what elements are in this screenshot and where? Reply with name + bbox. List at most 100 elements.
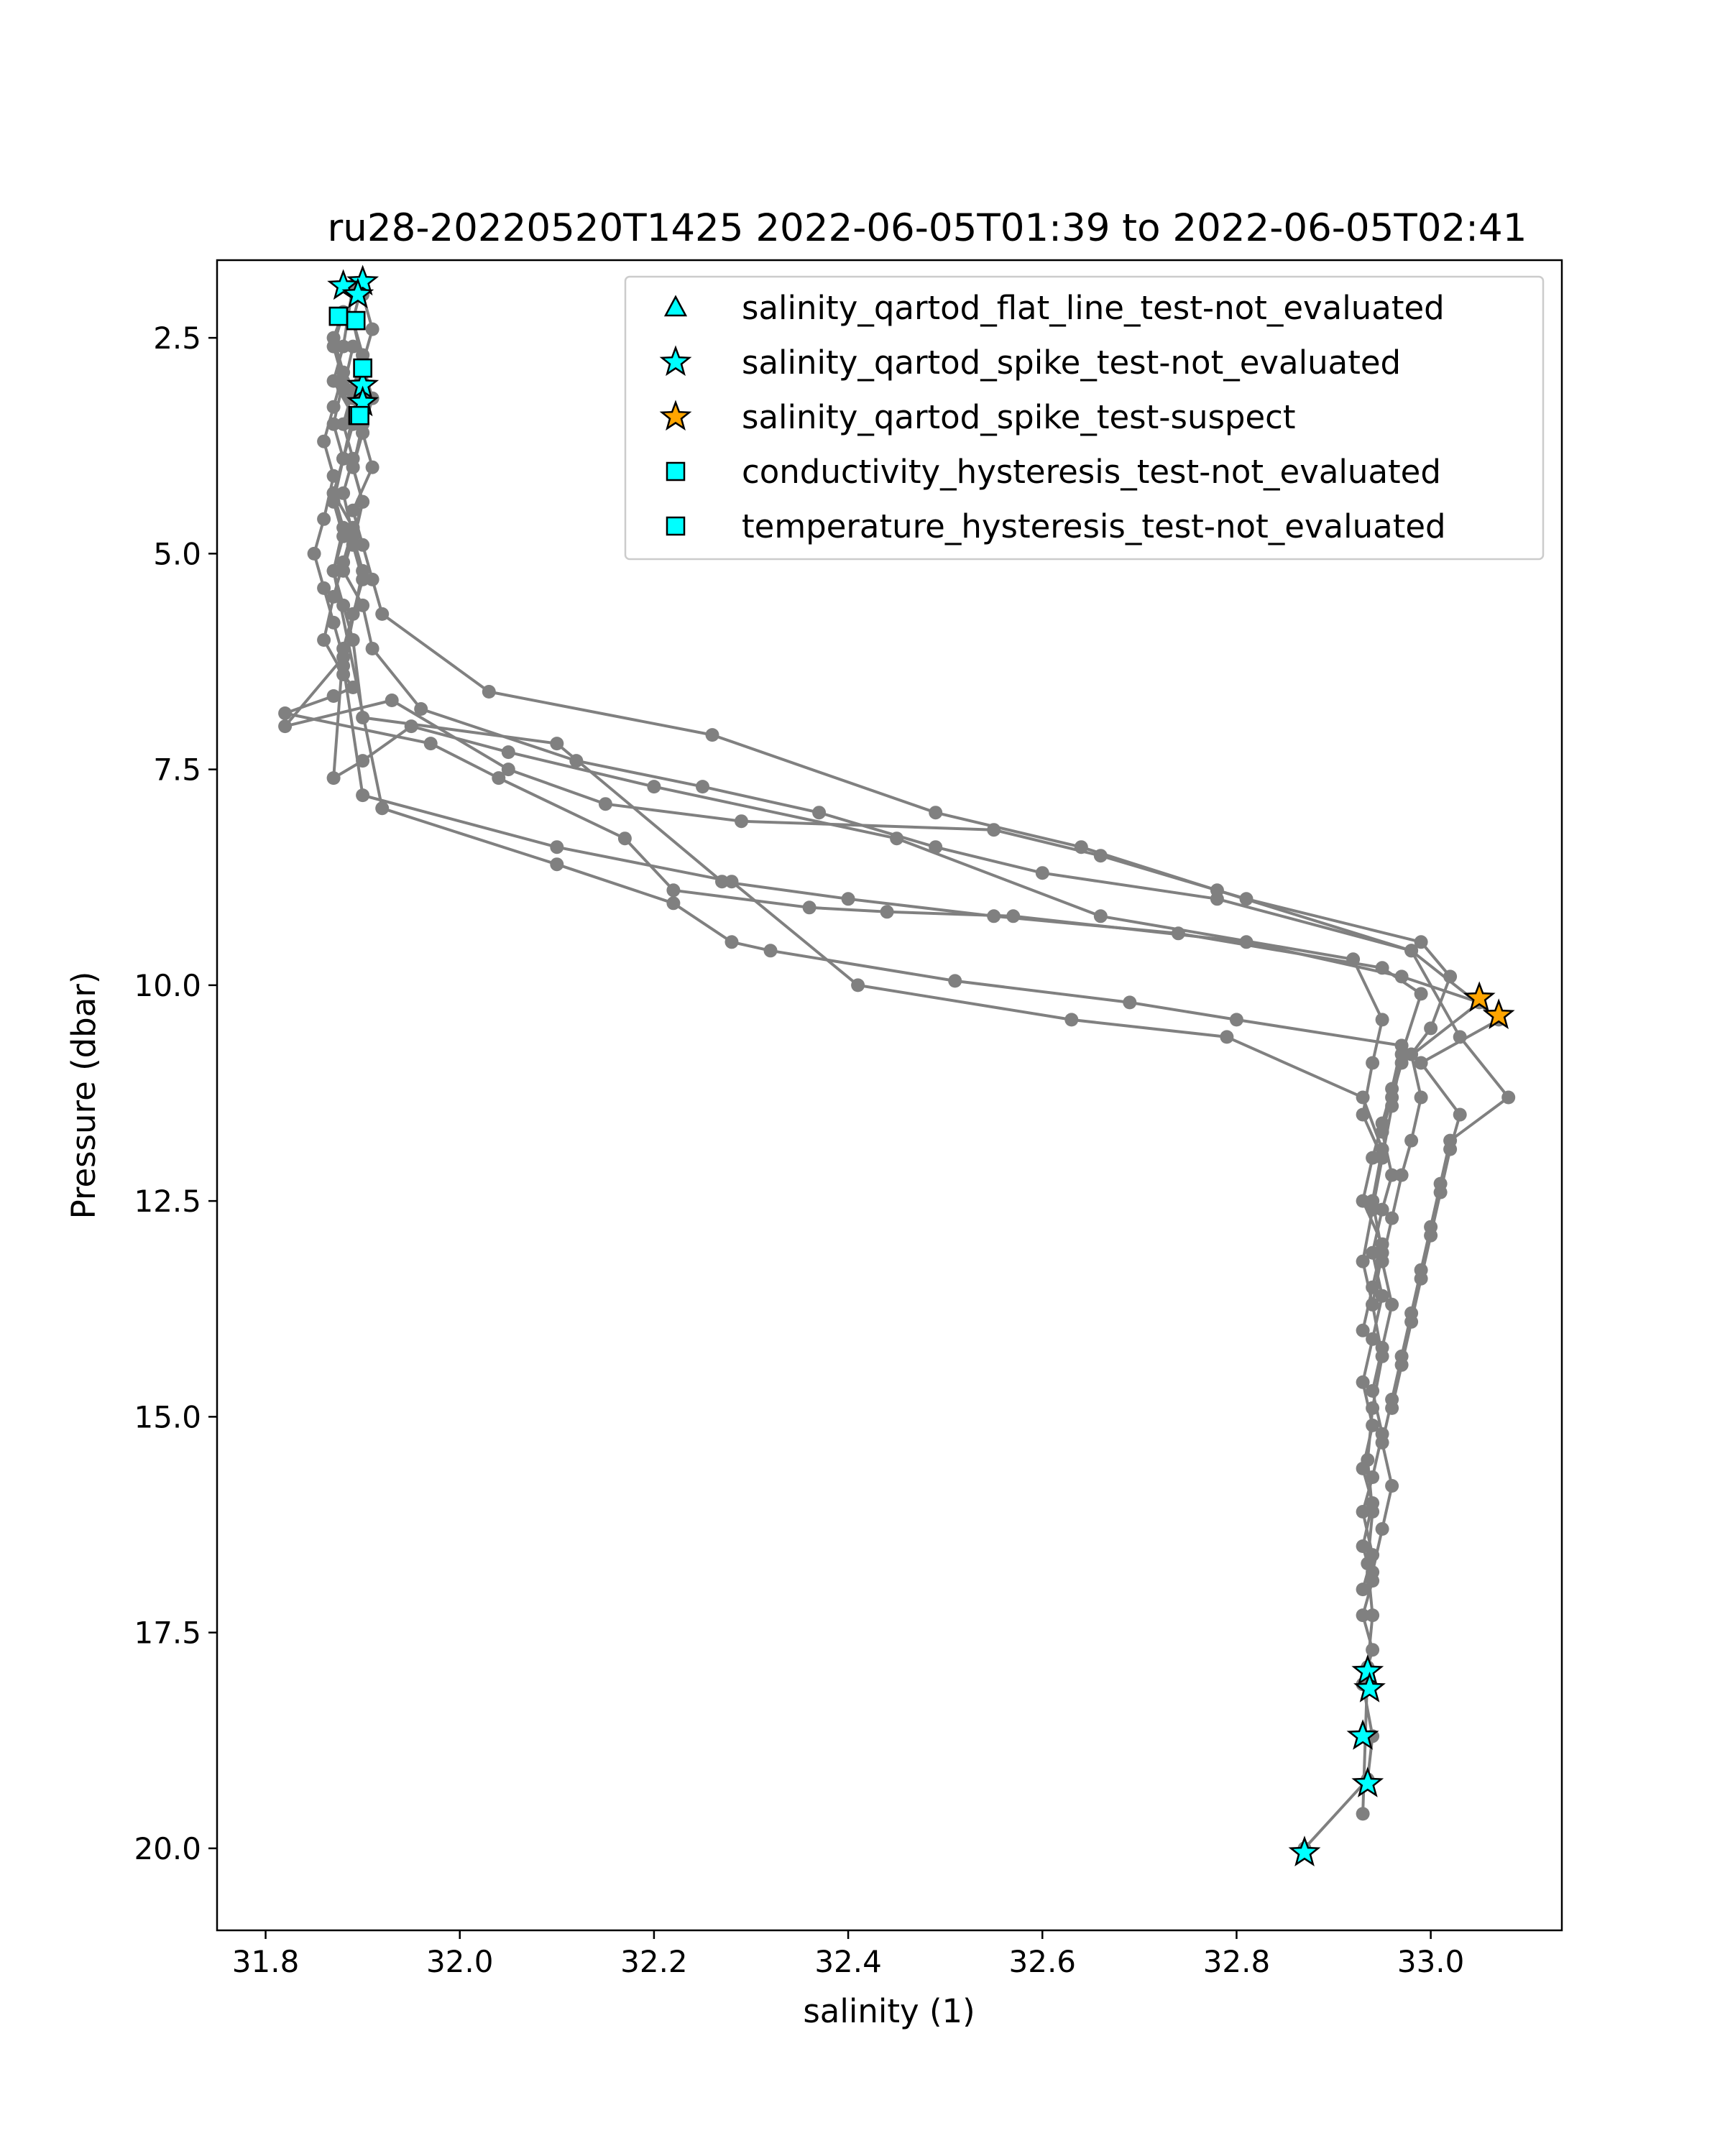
data-point — [666, 896, 681, 911]
data-point — [1414, 935, 1428, 949]
square-flag-marker — [350, 405, 369, 425]
data-point — [365, 642, 380, 655]
data-point — [1404, 1133, 1419, 1148]
data-point — [326, 494, 341, 509]
data-point — [724, 935, 739, 949]
data-point — [598, 797, 612, 811]
data-point — [307, 546, 321, 561]
profile-line — [341, 354, 1384, 1814]
data-point — [1433, 1185, 1448, 1199]
data-point — [1404, 944, 1419, 958]
data-point — [1074, 840, 1088, 854]
data-point — [1366, 1505, 1380, 1519]
data-point — [1375, 1349, 1389, 1363]
data-point — [763, 944, 778, 958]
legend-square-icon — [666, 516, 686, 536]
legend-label: salinity_qartod_spike_test-not_evaluated — [742, 344, 1401, 382]
data-point — [365, 572, 380, 586]
legend-label: salinity_qartod_flat_line_test-not_evalu… — [742, 289, 1445, 327]
legend-entry: salinity_qartod_spike_test-suspect — [659, 398, 1296, 436]
data-point — [336, 486, 351, 500]
chart-title: ru28-20220520T1425 2022-06-05T01:39 to 2… — [328, 206, 1527, 250]
data-point — [1171, 926, 1185, 941]
data-point — [1356, 1583, 1370, 1597]
data-point — [851, 978, 865, 992]
data-point — [880, 905, 894, 919]
data-point — [278, 706, 293, 720]
data-point — [375, 801, 390, 816]
data-point — [1394, 1168, 1409, 1182]
x-tick-label: 32.8 — [1203, 1944, 1271, 1979]
data-point — [1453, 1107, 1467, 1122]
data-point — [1366, 1245, 1380, 1260]
data-point — [1035, 866, 1049, 880]
square-flag-marker — [353, 358, 372, 378]
x-tick-label: 32.2 — [620, 1944, 688, 1979]
data-point — [1356, 1090, 1370, 1105]
data-point — [317, 633, 331, 647]
data-point — [356, 538, 370, 552]
profile-7 — [326, 339, 1409, 1337]
data-point — [1385, 1401, 1399, 1415]
data-point — [1414, 987, 1428, 1001]
data-point — [336, 382, 351, 397]
data-point — [423, 737, 438, 751]
data-point — [735, 814, 748, 829]
data-point — [1385, 1082, 1399, 1096]
star-flag-marker — [327, 269, 359, 300]
x-tick-label: 32.0 — [426, 1944, 494, 1979]
data-point — [326, 615, 341, 630]
legend-entry: temperature_hysteresis_test-not_evaluate… — [666, 507, 1446, 545]
square-flag-marker — [328, 306, 349, 326]
data-point — [356, 348, 370, 362]
data-point — [890, 831, 904, 846]
data-point — [414, 702, 428, 716]
data-point — [326, 563, 341, 578]
data-point — [317, 512, 331, 526]
data-point — [948, 974, 962, 988]
data-point — [346, 503, 360, 517]
data-point — [724, 875, 739, 889]
data-point — [841, 892, 855, 906]
star-flag-marker — [1288, 1835, 1321, 1866]
legend: salinity_qartod_flat_line_test-not_evalu… — [624, 275, 1545, 561]
legend-star-icon — [659, 400, 692, 431]
y-axis-label: Pressure (dbar) — [65, 972, 103, 1220]
data-point — [1394, 1358, 1409, 1372]
x-tick-label: 31.8 — [232, 1944, 300, 1979]
data-point — [1210, 883, 1224, 898]
legend-star-icon — [659, 345, 692, 377]
data-point — [1356, 1323, 1370, 1337]
y-tick-label: 15.0 — [134, 1399, 201, 1434]
data-point — [356, 788, 370, 803]
data-point — [1375, 1116, 1389, 1130]
data-point — [1375, 1435, 1389, 1450]
data-point — [1501, 1090, 1516, 1105]
data-point — [317, 581, 331, 595]
data-point — [1366, 1056, 1380, 1070]
data-point — [356, 494, 370, 509]
data-point — [375, 607, 390, 621]
x-axis-label: salinity (1) — [803, 1992, 975, 2030]
y-tick-label: 10.0 — [134, 968, 201, 1003]
x-tick-label: 32.6 — [1009, 1944, 1077, 1979]
data-point — [987, 909, 1001, 923]
data-point — [1366, 1194, 1380, 1208]
data-point — [1424, 1228, 1438, 1243]
data-point — [326, 771, 341, 786]
data-point — [1375, 1142, 1389, 1156]
y-tick-label: 20.0 — [134, 1831, 201, 1866]
data-point — [1064, 1013, 1079, 1027]
data-point — [1366, 1418, 1380, 1432]
legend-entry: conductivity_hysteresis_test-not_evaluat… — [666, 453, 1441, 491]
data-point — [1356, 1194, 1370, 1208]
x-tick-label: 33.0 — [1397, 1944, 1465, 1979]
legend-triangle-icon — [663, 295, 688, 317]
data-point — [1375, 961, 1389, 975]
data-point — [336, 417, 351, 431]
square-flag-marker — [346, 310, 366, 331]
data-point — [1385, 1211, 1399, 1225]
data-point — [336, 659, 351, 673]
star-flag-marker — [346, 264, 380, 296]
